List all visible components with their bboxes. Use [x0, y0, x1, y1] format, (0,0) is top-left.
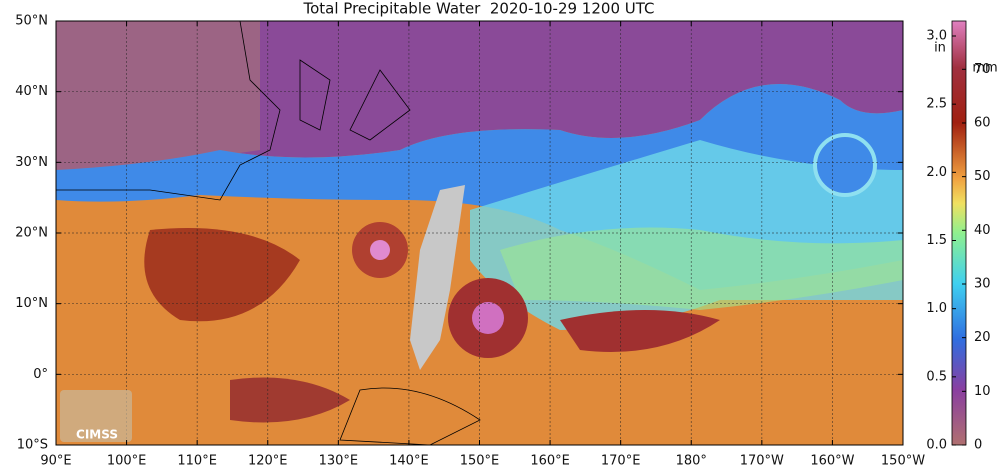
colorbar-mm-label: mm: [972, 61, 997, 76]
y-tick-label: 10°N: [15, 296, 48, 311]
y-tick-label: 30°N: [15, 155, 48, 170]
colorbar-mm-tick-label: 0: [974, 438, 982, 453]
colorbar-in-tick-label: 1.5: [926, 233, 947, 248]
x-tick-label: 90°E: [40, 454, 71, 469]
y-tick-label: 50°N: [15, 14, 48, 29]
x-tick-label: 130°E: [319, 454, 359, 469]
x-tick-label: 170°W: [740, 454, 784, 469]
title: Total Precipitable Water 2020-10-29 1200…: [302, 0, 654, 18]
colorbar-mm-tick-label: 10: [974, 384, 991, 399]
x-tick-label: 160°E: [530, 454, 570, 469]
x-tick-label: 150°W: [881, 454, 925, 469]
x-tick-label: 170°E: [601, 454, 641, 469]
y-tick-label: 40°N: [15, 84, 48, 99]
logo: [60, 390, 132, 442]
imagery: [56, 21, 903, 445]
y-tick-label: 10°S: [17, 438, 48, 453]
x-tick-label: 150°E: [460, 454, 500, 469]
colorbar-mm-tick-label: 60: [974, 115, 991, 130]
colorbar-mm-tick-label: 50: [974, 169, 991, 184]
colorbar-in-tick-label: 0.0: [926, 438, 947, 453]
colorbar-in-tick-label: 2.5: [926, 97, 947, 112]
logo-text: CIMSS: [76, 428, 118, 442]
colorbar-mm-tick-label: 30: [974, 276, 991, 291]
y-tick-label: 20°N: [15, 226, 48, 241]
colorbar-in-label: in: [934, 41, 946, 56]
colorbar-mm-tick-label: 20: [974, 330, 991, 345]
colorbar-in-tick-label: 2.0: [926, 165, 947, 180]
colorbar-in-tick-label: 1.0: [926, 301, 947, 316]
x-tick-label: 160°W: [810, 454, 854, 469]
colorbar-mm-tick-label: 40: [974, 223, 991, 238]
x-tick-label: 120°E: [248, 454, 288, 469]
y-tick-label: 0°: [33, 367, 48, 382]
x-tick-label: 100°E: [107, 454, 147, 469]
colorbar-in-tick-label: 3.0: [926, 28, 947, 43]
x-tick-label: 110°E: [177, 454, 217, 469]
x-tick-label: 140°E: [389, 454, 429, 469]
colorbar-in-tick-label: 0.5: [926, 369, 947, 384]
colorbar-mm-tick-label: 70: [974, 62, 991, 77]
colorbar: [951, 20, 967, 446]
x-tick-label: 180°: [676, 454, 707, 469]
